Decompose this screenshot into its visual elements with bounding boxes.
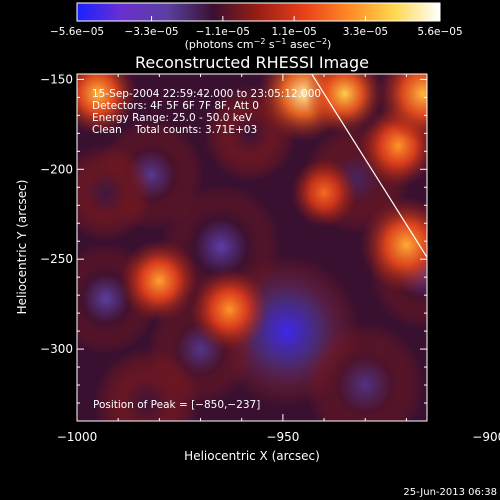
peak-position-label: Position of Peak = [−850,−237] <box>93 399 260 411</box>
heatmap-source <box>119 239 199 323</box>
x-axis-ticks: −1000−950−900−850 <box>57 74 500 444</box>
y-tick-label: −250 <box>40 252 73 266</box>
chart-title: Reconstructed RHESSI Image <box>135 53 369 72</box>
heatmap-source <box>376 74 427 143</box>
annotation-detectors: Detectors: 4F 5F 6F 7F 8F, Att 0 <box>92 100 259 112</box>
x-tick-label: −950 <box>266 430 299 444</box>
annotation-energy-range: Energy Range: 25.0 - 50.0 keV <box>92 112 253 124</box>
y-tick-label: −200 <box>40 162 73 176</box>
annotation-time-range: 15-Sep-2004 22:59:42.000 to 23:05:12.000 <box>92 88 321 100</box>
solar-limb-line <box>311 74 427 259</box>
heatmap-source <box>189 268 269 352</box>
colorbar-tick-label: 5.6e−05 <box>417 26 462 38</box>
heatmap-source <box>305 74 385 136</box>
footer-date: 25-Jun-2013 06:38 <box>403 487 497 498</box>
heatmap-source <box>449 263 500 346</box>
heatmap-source <box>470 101 500 184</box>
y-axis-ticks: −150 −200 −250 −300 <box>40 72 427 422</box>
x-tick-label: −900 <box>472 430 500 444</box>
colorbar-tick-label: 3.3e−05 <box>343 26 388 38</box>
colorbar-tick-label: 1.1e−05 <box>271 26 316 38</box>
x-tick-label: −1000 <box>57 430 98 444</box>
colorbar-tick-label: −5.6e−05 <box>50 26 104 38</box>
colorbar-tick-label: −1.1e−05 <box>196 26 250 38</box>
heatmap-source <box>94 347 200 421</box>
colorbar-tick-label: −3.3e−05 <box>124 26 178 38</box>
colorbar-unit-label: (photons cm−2 s−1 asec−2) <box>185 37 332 51</box>
annotation-block: 15-Sep-2004 22:59:42.000 to 23:05:12.000… <box>92 88 321 136</box>
heatmap-source <box>428 294 500 405</box>
heatmap-source <box>291 158 358 228</box>
heatmap <box>77 74 500 421</box>
colorbar-ticks: −5.6e−05 −3.3e−05 −1.1e−05 1.1e−05 3.3e−05 5.… <box>50 16 463 38</box>
x-axis-label: Heliocentric X (arcsec) <box>184 449 320 463</box>
heatmap-source <box>305 322 425 421</box>
colorbar: −5.6e−05 −3.3e−05 −1.1e−05 1.1e−05 3.3e−05 5.… <box>50 2 463 51</box>
plot-frame <box>76 73 428 422</box>
heatmap-source <box>360 196 427 294</box>
colorbar-scale <box>76 2 441 22</box>
y-axis-label: Heliocentric Y (arcsec) <box>15 180 29 315</box>
heatmap-source <box>77 144 152 242</box>
heatmap-source <box>77 74 138 136</box>
y-tick-label: −300 <box>40 342 73 356</box>
annotation-counts: Clean Total counts: 3.71E+03 <box>92 124 257 136</box>
y-tick-label: −150 <box>40 72 73 86</box>
